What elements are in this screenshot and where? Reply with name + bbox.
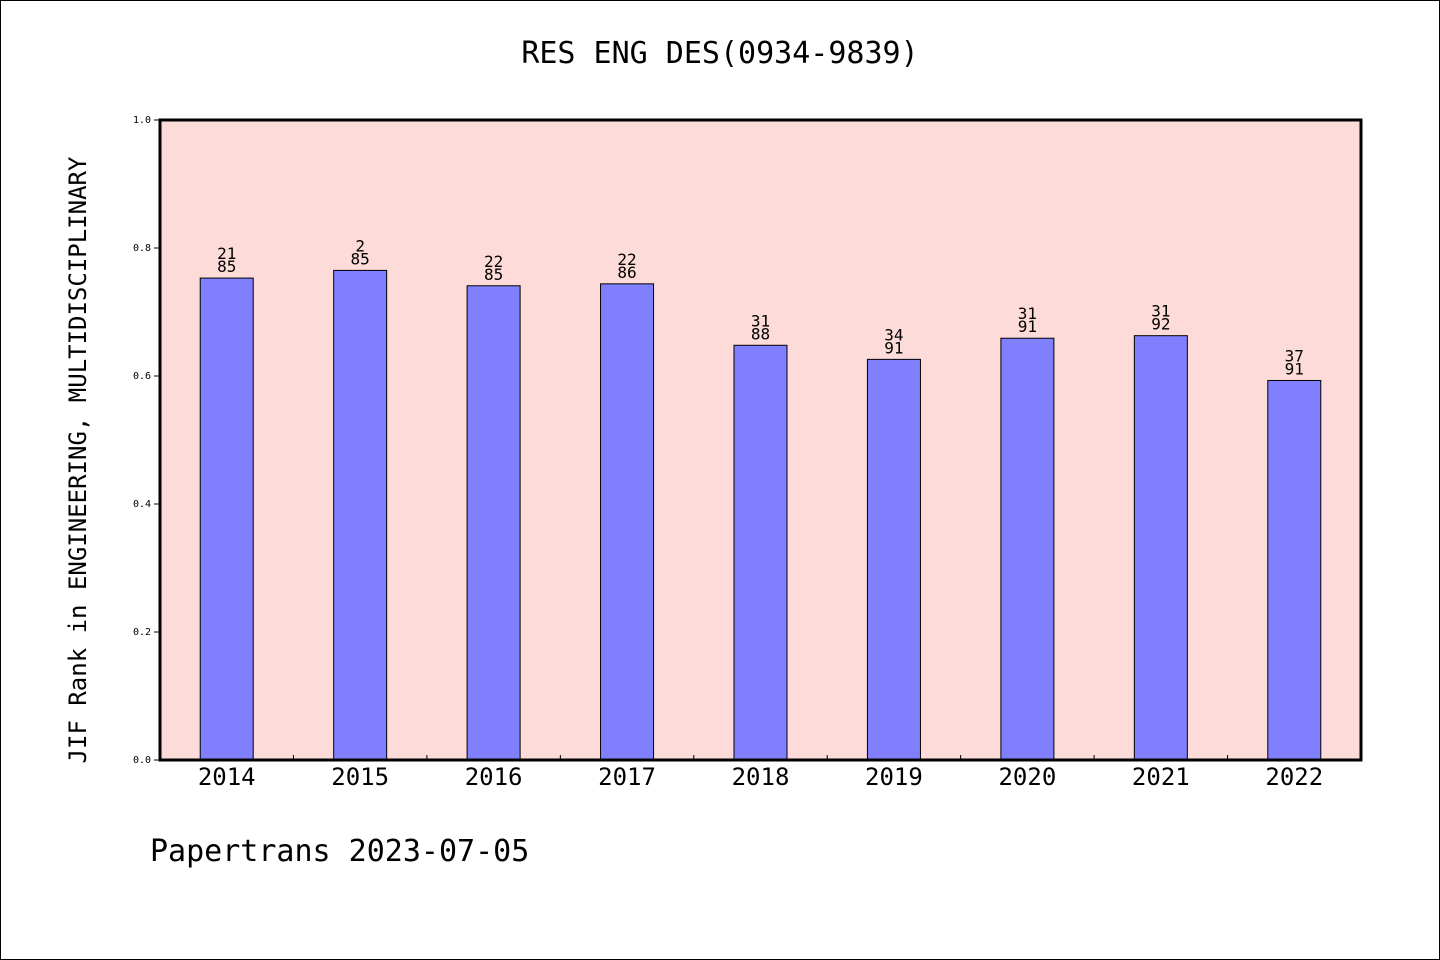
rank-label-2018-total: 88 [751,324,770,343]
rank-label-2015-total: 85 [351,249,370,268]
bars [199,269,1322,761]
x-tick-label-2017: 2017 [598,763,656,791]
rank-label-2014-rank: 21 [217,244,236,263]
y-tick-label: 0.0 [133,755,151,766]
chart-title: RES ENG DES(0934-9839) [521,36,919,71]
bar-2021 [1133,335,1188,761]
x-tick-label-2014: 2014 [198,763,256,791]
bar-2016 [466,285,521,761]
y-tick-label: 1.0 [133,115,151,126]
rank-label-2019-rank: 34 [884,325,903,344]
y-tick-label: 0.2 [133,627,151,638]
bar-2017 [600,283,655,761]
rank-label-2018-rank: 31 [751,311,770,330]
x-axis: 2014 2015 2016 2017 2018 2019 2020 2021 2022 [198,755,1323,791]
rank-label-2016-total: 85 [484,265,503,284]
rank-label-2021-rank: 31 [1151,302,1170,321]
rank-label-2014-total: 85 [217,257,236,276]
rank-label-2022-total: 91 [1285,359,1304,378]
rank-label-2015-rank: 2 [355,236,365,255]
rank-label-2017-total: 86 [617,263,636,282]
bar-2015 [333,269,388,761]
x-tick-label-2019: 2019 [865,763,923,791]
rank-label-2020-rank: 31 [1018,304,1037,323]
bar-2014 [199,277,254,761]
x-tick-label-2016: 2016 [465,763,523,791]
rank-label-2017-rank: 22 [617,250,636,269]
rank-label-2022-rank: 37 [1285,346,1304,365]
rank-label-2016-rank: 22 [484,252,503,271]
plot-border [158,118,1363,762]
rank-label-2021-total: 92 [1151,315,1170,334]
bar-2018 [733,344,788,761]
x-tick-label-2020: 2020 [998,763,1056,791]
bar-2020 [1000,337,1055,761]
rank-label-2019-total: 91 [884,338,903,357]
footer-text: Papertrans 2023-07-05 [150,834,530,869]
x-tick-label-2022: 2022 [1265,763,1323,791]
y-tick-label: 0.6 [133,371,151,382]
bar-2022 [1267,379,1322,761]
x-tick-label-2021: 2021 [1132,763,1190,791]
y-tick-label: 0.4 [133,499,151,510]
rank-label-2020-total: 91 [1018,317,1037,336]
x-tick-label-2018: 2018 [732,763,790,791]
x-tick-label-2015: 2015 [331,763,389,791]
bar-2019 [866,358,921,761]
y-tick-label: 0.8 [133,243,151,254]
y-axis: 0.0 0.2 0.4 0.6 0.8 1.0 [133,115,160,766]
